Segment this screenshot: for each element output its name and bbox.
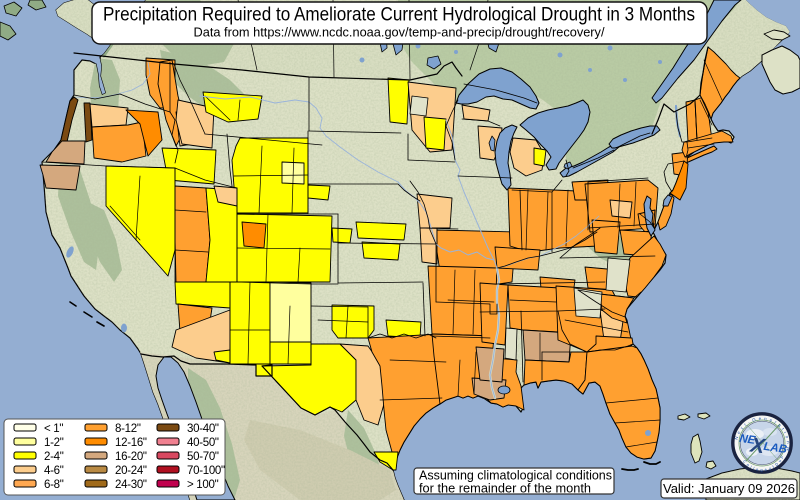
svg-text:for the remainder of the month: for the remainder of the month xyxy=(419,481,591,496)
svg-text:8-12": 8-12" xyxy=(115,423,141,435)
svg-text:1-2": 1-2" xyxy=(44,437,64,449)
svg-text:50-70": 50-70" xyxy=(187,451,219,463)
svg-text:2-4": 2-4" xyxy=(44,451,64,463)
svg-text:NE: NE xyxy=(739,433,757,447)
svg-text:Precipitation Required to Amel: Precipitation Required to Ameliorate Cur… xyxy=(103,4,695,26)
svg-text:12-16": 12-16" xyxy=(115,437,147,449)
svg-text:> 100": > 100" xyxy=(187,479,219,491)
svg-text:30-40": 30-40" xyxy=(187,423,219,435)
svg-text:Data from https://www.ncdc.noa: Data from https://www.ncdc.noaa.gov/temp… xyxy=(194,25,605,40)
svg-text:LAB: LAB xyxy=(763,441,788,456)
svg-text:24-30": 24-30" xyxy=(115,479,147,491)
svg-text:4-6": 4-6" xyxy=(44,465,64,477)
svg-text:20-24": 20-24" xyxy=(115,465,147,477)
svg-text:6-8": 6-8" xyxy=(44,479,64,491)
svg-text:40-50": 40-50" xyxy=(187,437,219,449)
svg-text:Valid: January 09 2026: Valid: January 09 2026 xyxy=(663,481,795,496)
svg-text:16-20": 16-20" xyxy=(115,451,147,463)
svg-text:Assuming climatological condit: Assuming climatological conditions xyxy=(419,468,612,483)
svg-text:< 1": < 1" xyxy=(44,423,63,435)
svg-text:X: X xyxy=(748,433,768,458)
svg-text:70-100": 70-100" xyxy=(187,465,225,477)
